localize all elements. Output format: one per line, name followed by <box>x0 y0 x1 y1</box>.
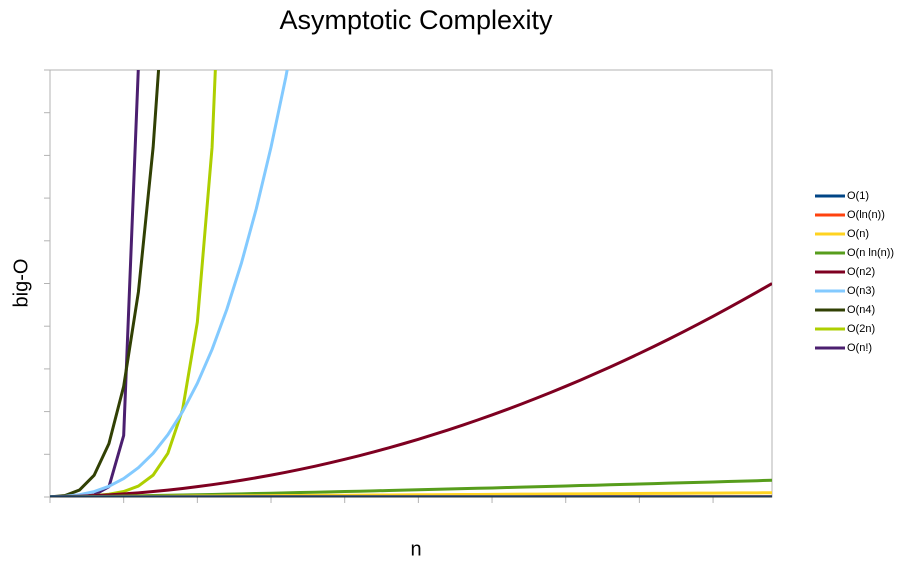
series-line <box>50 70 289 497</box>
legend-label: O(n3) <box>847 285 875 297</box>
series-line <box>50 70 140 497</box>
legend-label: O(n2) <box>847 266 875 278</box>
series-line <box>50 70 161 497</box>
plot-frame <box>49 69 773 498</box>
legend-label: O(ln(n)) <box>847 209 885 221</box>
legend-label: O(n ln(n)) <box>847 247 894 259</box>
legend-label: O(1) <box>847 190 869 202</box>
legend-label: O(2n) <box>847 323 875 335</box>
legend-label: O(n) <box>847 228 869 240</box>
plot-area <box>50 70 772 497</box>
legend-label: O(n4) <box>847 304 875 316</box>
chart-title: Asymptotic Complexity <box>279 5 553 35</box>
y-axis-label: big-O <box>10 259 32 308</box>
series-line <box>50 282 772 497</box>
legend-label: O(n!) <box>847 342 872 354</box>
x-axis-label: n <box>410 538 421 560</box>
